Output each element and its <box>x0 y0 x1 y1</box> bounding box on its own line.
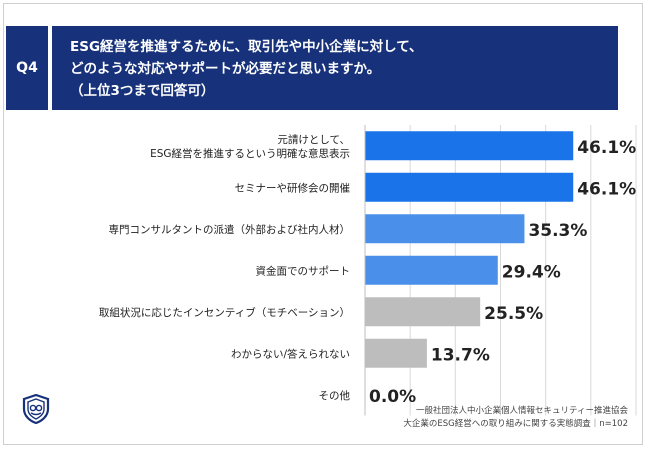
question-title: ESG経営を推進するために、取引先や中小企業に対して、 どのような対応やサポート… <box>52 26 618 110</box>
category-label: ESG経営を推進するという明確な意思表示 <box>150 147 350 160</box>
value-label: 46.1% <box>577 179 636 199</box>
value-label: 29.4% <box>502 262 561 282</box>
category-label: 元請けとして、 <box>277 133 350 146</box>
value-label: 13.7% <box>431 345 490 365</box>
source-note: 一般社団法人中小企業個人情報セキュリティー推進協会 大企業のESG経営への取り組… <box>403 405 628 431</box>
bar <box>365 131 574 161</box>
bar <box>365 338 427 368</box>
category-label: 専門コンサルタントの派遣（外部および社内人材） <box>109 223 351 236</box>
source-line-1: 一般社団法人中小企業個人情報セキュリティー推進協会 <box>416 406 628 416</box>
value-label: 0.0% <box>369 387 416 407</box>
category-label: 取組状況に応じたインセンティブ（モチベーション） <box>99 306 350 319</box>
bar <box>365 172 574 202</box>
source-line-2: 大企業のESG経営への取り組みに関する実態調査｜n=102 <box>403 419 628 429</box>
question-label: Q4 <box>6 26 48 110</box>
bar <box>365 297 481 327</box>
category-label: その他 <box>319 389 351 402</box>
value-label: 46.1% <box>577 138 636 158</box>
question-title-line-3: （上位3つまで回答可） <box>70 83 215 99</box>
category-label: わからない/答えられない <box>231 347 350 360</box>
value-label: 35.3% <box>528 221 587 241</box>
question-title-line-2: どのような対応やサポートが必要だと思いますか。 <box>70 61 381 77</box>
category-label: セミナーや研修会の開催 <box>235 181 351 194</box>
value-label: 25.5% <box>484 304 543 324</box>
shield-logo-icon <box>22 394 50 424</box>
bar <box>365 214 525 244</box>
bar <box>365 255 498 285</box>
category-label: 資金面でのサポート <box>256 264 351 277</box>
question-title-line-1: ESG経営を推進するために、取引先や中小企業に対して、 <box>70 39 423 55</box>
